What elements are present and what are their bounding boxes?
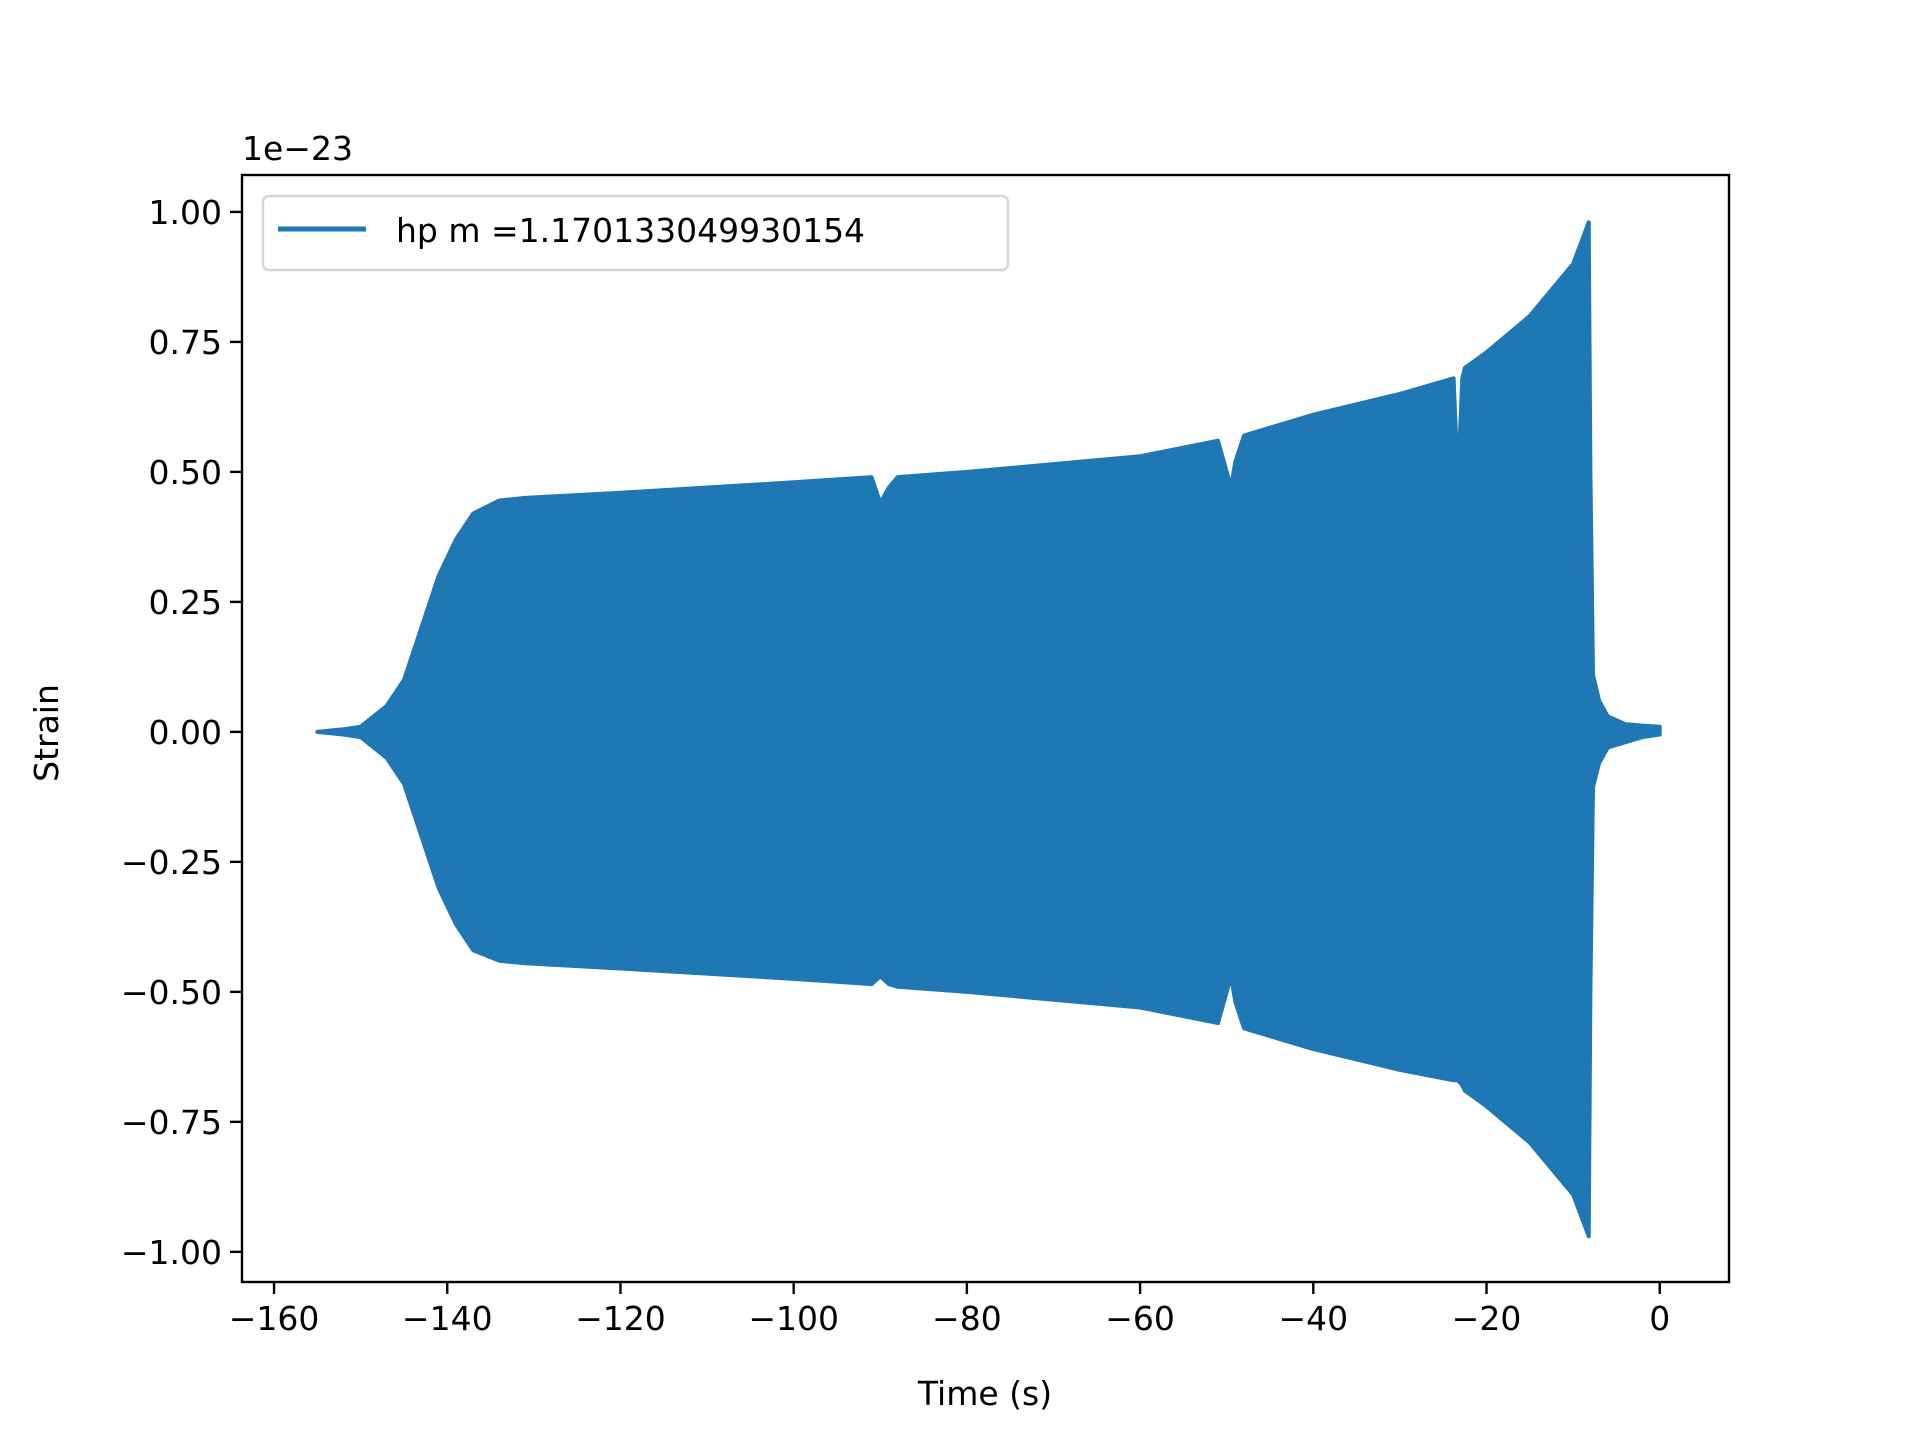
x-axis-label: Time (s): [917, 1374, 1052, 1413]
x-tick-label: −20: [1452, 1299, 1522, 1338]
x-tick-label: −160: [229, 1299, 320, 1338]
legend: hp m =1.170133049930154: [261, 194, 1010, 272]
y-tick-label: −0.75: [121, 1103, 222, 1142]
y-axis: 1.00 0.75 0.50 0.25 0.00 −0.25 −0.50 −0.75 −1.00: [121, 193, 242, 1272]
legend-label: hp m =1.170133049930154: [396, 211, 865, 250]
y-tick-label: 0.75: [149, 323, 222, 362]
x-tick-label: −100: [748, 1299, 839, 1338]
y-offset-label: 1e−23: [242, 129, 353, 168]
y-tick-label: −1.00: [121, 1233, 222, 1272]
x-tick-label: 0: [1649, 1299, 1670, 1338]
series-envelope-0: [315, 220, 1662, 1239]
y-tick-label: 0.50: [149, 453, 222, 492]
x-tick-label: −140: [402, 1299, 493, 1338]
y-tick-label: 0.25: [149, 583, 222, 622]
y-tick-label: 0.00: [149, 713, 222, 752]
legend-box: [261, 194, 1010, 272]
axes-frame: [240, 173, 1731, 1284]
x-tick-label: −80: [932, 1299, 1002, 1338]
plot-area: [315, 220, 1662, 1239]
y-tick-label: −0.50: [121, 973, 222, 1012]
y-axis-label: Strain: [27, 684, 66, 782]
y-tick-label: −0.25: [121, 843, 222, 882]
x-tick-label: −60: [1105, 1299, 1175, 1338]
x-axis: −160 −140 −120 −100 −80 −60 −40 −20 0: [229, 1282, 1670, 1338]
x-tick-label: −120: [575, 1299, 666, 1338]
x-tick-label: −40: [1278, 1299, 1348, 1338]
y-tick-label: 1.00: [149, 193, 222, 232]
